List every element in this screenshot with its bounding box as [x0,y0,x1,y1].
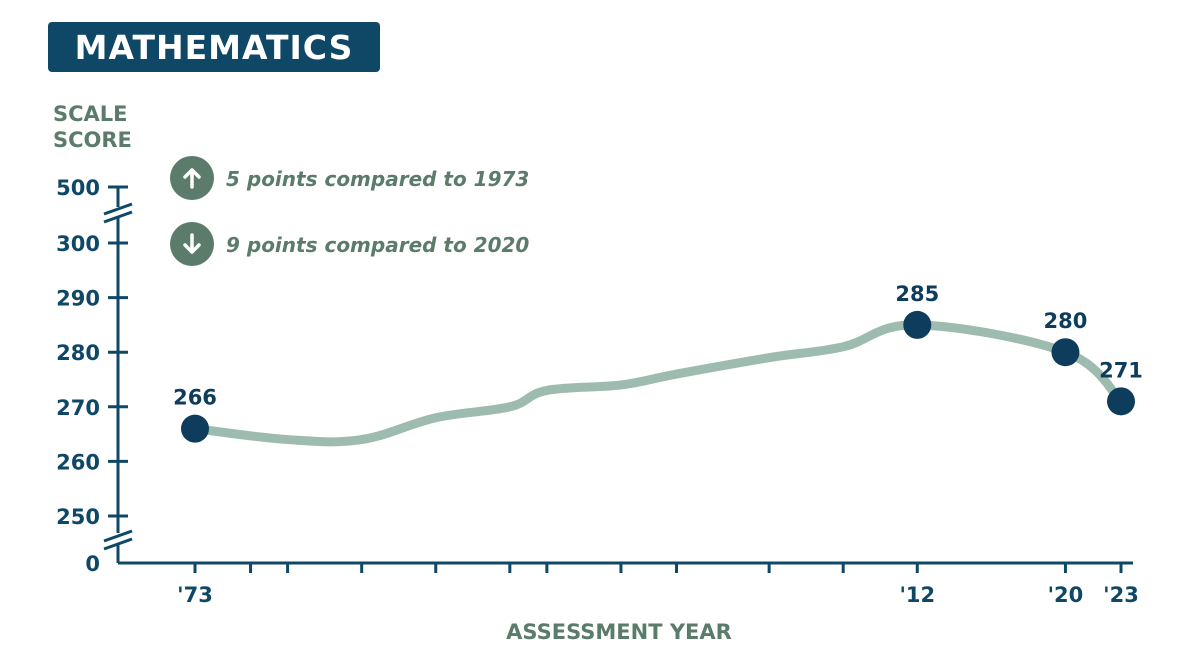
y-axis-break-bottom [103,529,133,543]
y-axis-label-line: SCORE [53,128,132,152]
data-point [903,310,932,339]
series-line [190,320,1126,447]
arrow-down-glyph [183,233,201,254]
y-axis-label-line: SCALE [53,102,128,126]
chart-title-box: MATHEMATICS [48,22,380,72]
x-tick-label: '20 [1048,583,1084,607]
y-tick-label: 290 [56,287,100,311]
data-point [1051,338,1080,367]
data-label: 271 [1099,358,1143,382]
y-tick-label: 260 [56,450,100,474]
y-tick-label: 250 [56,505,100,529]
y-axis-break-top [103,210,133,224]
data-label: 266 [173,386,217,410]
x-tick-label: '12 [899,583,935,607]
data-label: 280 [1044,309,1088,333]
x-axis-label: ASSESSMENT YEAR [506,620,732,644]
y-tick-label: 500 [56,176,100,200]
y-tick-label: 270 [56,396,100,420]
data-point [1107,387,1135,416]
annotation-text: 9 points compared to 2020 [226,233,529,257]
data-point [181,414,209,443]
y-axis-break-bottom [103,537,133,551]
y-axis-break-top [103,202,133,216]
y-tick-label: 280 [56,341,100,365]
x-tick-label: '73 [177,583,213,607]
annotation-text: 5 points compared to 1973 [226,167,529,191]
x-tick-label: '23 [1103,583,1139,607]
y-tick-label: 0 [85,552,100,576]
chart-title: MATHEMATICS [74,27,354,67]
y-tick-label: 300 [56,232,100,256]
arrow-up-glyph [183,168,201,189]
data-label: 285 [895,282,939,306]
